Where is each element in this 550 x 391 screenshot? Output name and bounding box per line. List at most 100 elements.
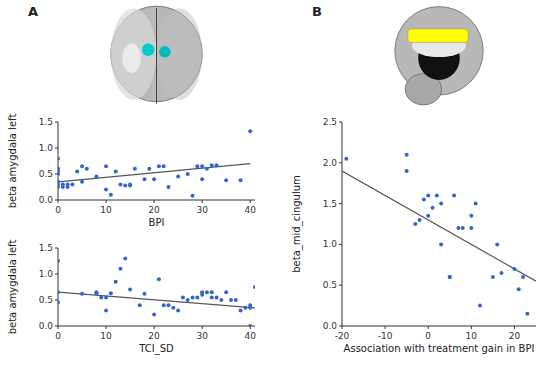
scatter-point <box>200 177 204 181</box>
x-tick-label: 40 <box>244 331 256 341</box>
white-matter <box>122 44 141 73</box>
scatter-point <box>118 267 122 271</box>
y-tick-label: 0.0 <box>39 195 54 205</box>
scatter-point <box>147 167 151 171</box>
y-tick-label: 0.5 <box>323 280 337 290</box>
x-tick-label: 10 <box>100 331 112 341</box>
scatter-point <box>128 183 132 187</box>
x-tick-label: -10 <box>378 331 393 341</box>
scatter-point <box>229 298 233 302</box>
scatter-point <box>195 164 199 168</box>
x-tick <box>106 326 107 329</box>
scatter-point <box>104 295 108 299</box>
scatter-point <box>61 185 65 189</box>
scatter-point <box>418 218 422 222</box>
scatter-point <box>426 193 430 197</box>
fit-line <box>58 292 255 308</box>
x-tick-label: 20 <box>509 331 521 341</box>
scatter-point <box>94 175 98 179</box>
y-tick-label: 0.5 <box>39 295 53 305</box>
x-axis-line <box>342 326 536 327</box>
scatter-point <box>439 242 443 246</box>
scatter-point <box>195 295 199 299</box>
scatter-point <box>157 164 161 168</box>
scatter-point <box>452 193 456 197</box>
brain-illustration <box>111 6 203 104</box>
scatter-point <box>66 185 70 189</box>
scatter-point <box>405 153 409 157</box>
scatter-point <box>478 304 482 308</box>
scatter-point <box>142 177 146 181</box>
scatter-chart: 0102030400.00.51.01.5TCI_SDbeta amygdala… <box>7 240 257 355</box>
scatter-point <box>104 188 108 192</box>
x-tick-label: 0 <box>55 331 61 341</box>
scatter-point <box>123 183 127 187</box>
scatter-point <box>58 185 60 189</box>
y-tick-label: 1.5 <box>39 117 53 127</box>
scatter-point <box>248 324 252 326</box>
x-tick-label: 20 <box>148 331 160 341</box>
figure: AB0102030400.00.51.01.5BPIbeta amygdala … <box>0 0 550 391</box>
scatter-point <box>75 169 79 173</box>
x-tick-label: 40 <box>244 205 256 215</box>
y-tick <box>55 200 58 201</box>
scatter-point <box>114 280 118 284</box>
scatter-point <box>210 290 214 294</box>
scatter-point <box>205 290 209 294</box>
scatter-point <box>99 295 103 299</box>
scatter-point <box>495 242 499 246</box>
x-tick-label: 30 <box>196 205 208 215</box>
y-tick <box>339 162 342 163</box>
brain-illustration <box>395 7 483 105</box>
scatter-point <box>152 313 156 317</box>
scatter-point <box>456 226 460 230</box>
fit-line <box>58 164 250 182</box>
scatter-point <box>243 306 247 310</box>
y-tick <box>55 248 58 249</box>
y-tick-label: 1.5 <box>323 199 337 209</box>
scatter-point <box>171 306 175 310</box>
activation-spot <box>159 46 170 57</box>
scatter-point <box>426 214 430 218</box>
scatter-point <box>219 298 223 302</box>
y-tick <box>339 203 342 204</box>
scatter-point <box>157 277 161 281</box>
scatter-point <box>123 256 127 260</box>
scatter-point <box>109 291 113 295</box>
scatter-point <box>239 308 243 312</box>
x-tick-label: 0 <box>425 331 431 341</box>
x-tick <box>106 200 107 203</box>
scatter-point <box>210 295 214 299</box>
y-tick-label: 0.5 <box>39 169 53 179</box>
x-tick-label: 10 <box>466 331 478 341</box>
y-axis-label: beta amygdala left <box>7 240 18 335</box>
x-tick <box>154 326 155 329</box>
scatter-point <box>215 295 219 299</box>
scatter-point <box>461 226 465 230</box>
scatter-point <box>200 164 204 168</box>
plot-area <box>58 129 252 197</box>
y-axis-label: beta_mid_cingulum <box>291 175 303 273</box>
y-tick-label: 1.0 <box>39 269 54 279</box>
scatter-point <box>186 172 190 176</box>
scatter-point <box>248 129 252 133</box>
scatter-point <box>58 172 60 176</box>
scatter-point <box>94 291 98 295</box>
x-axis-label: BPI <box>149 217 165 228</box>
scatter-point <box>521 275 525 279</box>
scatter-point <box>210 163 214 167</box>
scatter-point <box>70 182 74 186</box>
y-tick <box>339 326 342 327</box>
scatter-point <box>248 303 252 307</box>
scatter-point <box>186 298 190 302</box>
scatter-point <box>253 285 255 289</box>
scatter-point <box>448 275 452 279</box>
panel-label: B <box>312 4 322 19</box>
scatter-point <box>405 169 409 173</box>
scatter-point <box>118 182 122 186</box>
right-hemisphere <box>157 8 203 100</box>
background <box>0 0 550 391</box>
plot-area <box>58 256 255 326</box>
x-tick <box>250 326 251 329</box>
scatter-point <box>474 202 478 206</box>
